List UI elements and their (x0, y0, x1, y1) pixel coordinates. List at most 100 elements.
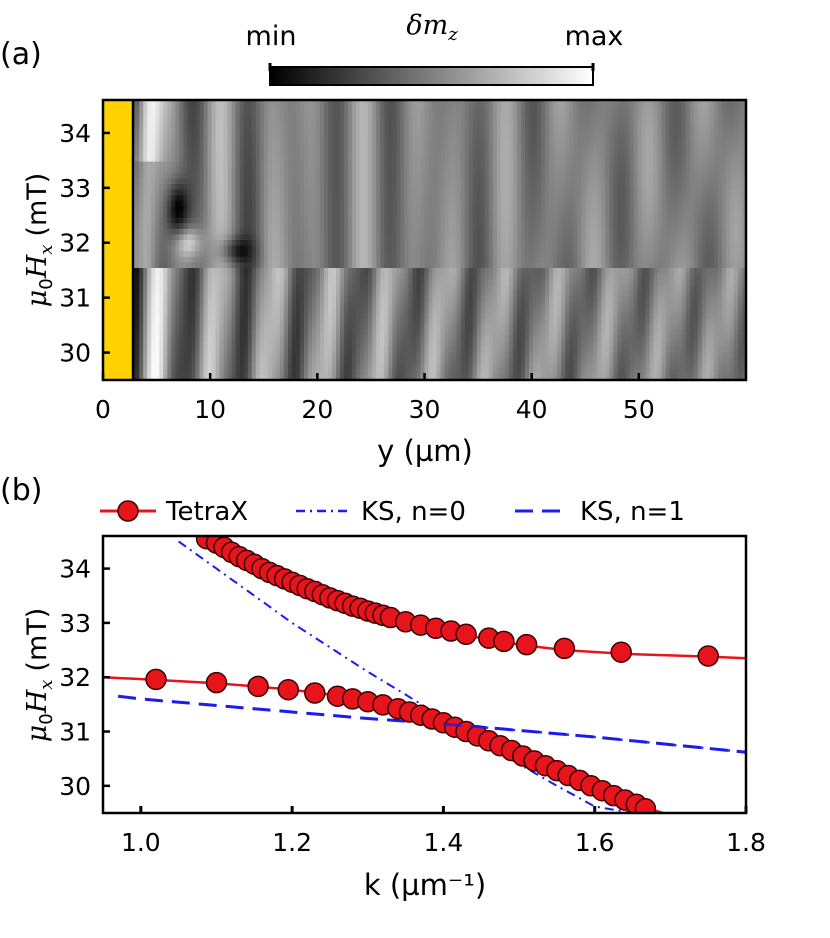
heatmap-cell (597, 228, 602, 235)
heatmap-cell (368, 161, 373, 168)
heatmap-cell (303, 144, 309, 151)
heatmap-cell (384, 245, 389, 252)
heatmap-cell (163, 200, 168, 207)
heatmap-cell (167, 251, 172, 258)
heatmap-cell (344, 245, 349, 252)
heatmap-cell (364, 122, 369, 129)
heatmap-cell (320, 228, 325, 235)
heatmap-cell (408, 273, 414, 280)
heatmap-cell (492, 200, 498, 207)
heatmap-cell (585, 262, 590, 269)
heatmap-cell (416, 228, 422, 235)
heatmap-cell (673, 122, 679, 129)
heatmap-cell (565, 234, 570, 241)
heatmap-cell (336, 116, 341, 123)
heatmap-cell (653, 200, 659, 207)
heatmap-cell (352, 262, 357, 269)
heatmap-cell (581, 172, 586, 179)
heatmap-cell (464, 189, 470, 196)
heatmap-cell (581, 195, 586, 202)
heatmap-cell (320, 172, 325, 179)
heatmap-cell (593, 128, 598, 135)
heatmap-cell (303, 105, 309, 112)
heatmap-cell (613, 200, 618, 207)
heatmap-cell (428, 184, 434, 191)
heatmap-cell (737, 256, 743, 263)
heatmap-cell (713, 240, 719, 247)
heatmap-cell (191, 262, 197, 269)
heatmap-cell (741, 105, 746, 112)
heatmap-cell (235, 111, 241, 118)
heatmap-cell (404, 133, 410, 140)
heatmap-cell (725, 228, 731, 235)
heatmap-cell (601, 212, 606, 219)
heatmap-cell (448, 245, 454, 252)
heatmap-cell (416, 144, 422, 151)
heatmap-cell (299, 251, 305, 258)
heatmap-cell (593, 156, 598, 163)
heatmap-cell (307, 122, 313, 129)
heatmap-cell (384, 189, 389, 196)
heatmap-cell (464, 128, 470, 135)
heatmap-cell (143, 161, 148, 168)
heatmap-cell (179, 273, 184, 280)
heatmap-cell (500, 234, 506, 241)
heatmap-cell (733, 217, 739, 224)
heatmap-cell (448, 240, 454, 247)
heatmap-cell (677, 184, 683, 191)
heatmap-cell (557, 262, 562, 269)
heatmap-cell (685, 105, 691, 112)
heatmap-cell (569, 139, 574, 146)
heatmap-cell (424, 206, 430, 213)
heatmap-cell (332, 156, 337, 163)
heatmap-cell (541, 184, 546, 191)
heatmap-cell (315, 262, 321, 269)
heatmap-cell (307, 189, 313, 196)
heatmap-cell (528, 217, 534, 224)
heatmap-cell (484, 128, 490, 135)
heatmap-cell (585, 116, 590, 123)
heatmap-cell (661, 240, 667, 247)
heatmap-cell (545, 256, 550, 263)
heatmap-cell (211, 161, 217, 168)
heatmap-cell (380, 200, 385, 207)
heatmap-cell (520, 105, 526, 112)
heatmap-cell (348, 178, 353, 185)
heatmap-cell (163, 206, 168, 213)
heatmap-cell (320, 116, 325, 123)
heatmap-cell (171, 184, 176, 191)
heatmap-cell (693, 212, 699, 219)
heatmap-cell (581, 223, 586, 230)
heatmap-cell (259, 178, 265, 185)
heatmap-cell (585, 256, 590, 263)
heatmap-cell (549, 273, 554, 280)
heatmap-cell (432, 150, 438, 157)
heatmap-cell (737, 172, 743, 179)
heatmap-cell (549, 105, 554, 112)
heatmap-cell (448, 156, 454, 163)
heatmap-cell (472, 116, 478, 123)
heatmap-cell (340, 212, 345, 219)
heatmap-cell (324, 178, 329, 185)
heatmap-cell (207, 251, 213, 258)
heatmap-cell (693, 251, 699, 258)
heatmap-cell (384, 262, 389, 269)
heatmap-cell (352, 100, 357, 107)
heatmap-cell (669, 228, 675, 235)
heatmap-cell (404, 144, 410, 151)
heatmap-cell (597, 128, 602, 135)
heatmap-cell (645, 251, 651, 258)
heatmap-cell (593, 144, 598, 151)
heatmap-cell (275, 167, 281, 174)
heatmap-cell (541, 195, 546, 202)
heatmap-cell (464, 212, 470, 219)
heatmap-cell (585, 245, 590, 252)
heatmap-cell (283, 200, 289, 207)
heatmap-cell (444, 228, 450, 235)
heatmap-cell (227, 206, 233, 213)
heatmap-cell (601, 144, 606, 151)
heatmap-cell (155, 240, 160, 247)
heatmap-cell (504, 178, 510, 185)
heatmap-cell (291, 234, 297, 241)
heatmap-cell (356, 184, 361, 191)
